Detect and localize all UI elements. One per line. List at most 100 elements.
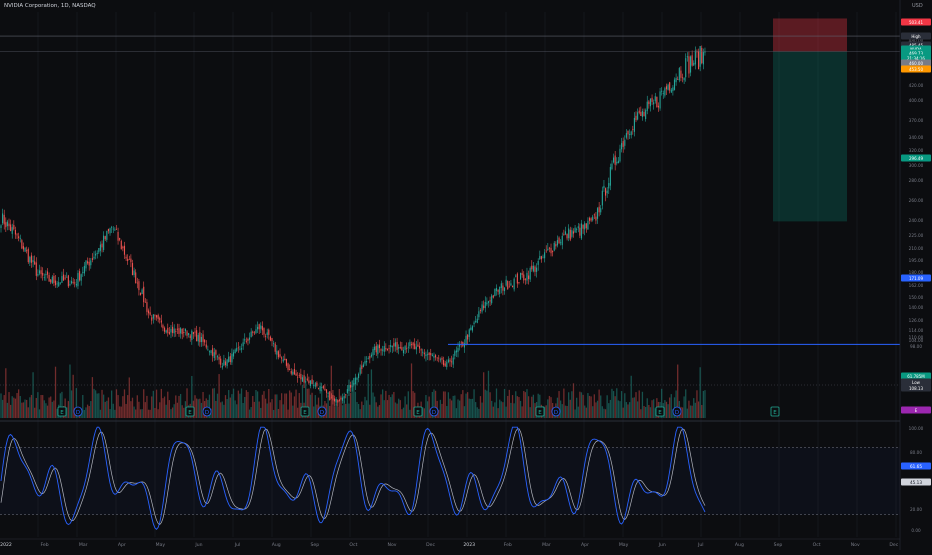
candle-body[interactable] <box>513 278 515 290</box>
candle-body[interactable] <box>410 343 413 345</box>
candle-body[interactable] <box>545 250 547 252</box>
candle-body[interactable] <box>552 251 554 253</box>
candle-body[interactable] <box>362 364 364 367</box>
candle-body[interactable] <box>637 112 639 120</box>
candle-body[interactable] <box>261 326 263 331</box>
candle-body[interactable] <box>19 238 21 240</box>
candle-body[interactable] <box>576 228 578 230</box>
price-label-tag[interactable] <box>901 65 931 73</box>
price-label-tag[interactable] <box>901 274 931 282</box>
candle-body[interactable] <box>5 222 7 228</box>
candle-body[interactable] <box>111 226 113 228</box>
candle-body[interactable] <box>531 265 533 270</box>
candle-body[interactable] <box>523 274 525 281</box>
candle-body[interactable] <box>309 380 312 386</box>
candle-body[interactable] <box>681 77 684 79</box>
candle-body[interactable] <box>90 260 92 266</box>
candle-body[interactable] <box>574 227 576 233</box>
candle-body[interactable] <box>204 339 206 343</box>
candle-body[interactable] <box>438 357 440 359</box>
candle-body[interactable] <box>691 55 693 66</box>
candle-body[interactable] <box>422 351 424 353</box>
candle-body[interactable] <box>645 110 647 119</box>
candle-body[interactable] <box>74 282 76 284</box>
candle-body[interactable] <box>435 355 437 358</box>
candle-body[interactable] <box>176 328 178 330</box>
candle-body[interactable] <box>364 360 366 364</box>
candle-body[interactable] <box>322 385 324 389</box>
candle-body[interactable] <box>699 45 701 67</box>
candle-body[interactable] <box>180 328 182 334</box>
candle-body[interactable] <box>91 258 93 260</box>
candle-body[interactable] <box>688 56 690 74</box>
price-label-tag[interactable] <box>901 154 931 162</box>
candle-body[interactable] <box>75 283 77 286</box>
candle-body[interactable] <box>386 348 389 350</box>
candle-body[interactable] <box>207 349 209 351</box>
candle-body[interactable] <box>114 229 116 231</box>
candle-body[interactable] <box>606 190 608 194</box>
price-label-tag[interactable] <box>901 32 931 40</box>
candle-body[interactable] <box>672 87 674 92</box>
candle-body[interactable] <box>558 237 560 244</box>
candle-body[interactable] <box>350 384 352 388</box>
price-candles[interactable] <box>0 45 706 407</box>
candle-body[interactable] <box>184 328 186 332</box>
candle-body[interactable] <box>268 329 270 335</box>
candle-body[interactable] <box>502 285 504 291</box>
candle-body[interactable] <box>374 346 376 351</box>
stop-loss-zone[interactable] <box>773 18 847 52</box>
candle-body[interactable] <box>353 383 355 385</box>
candle-body[interactable] <box>511 285 514 288</box>
event-marker-dividend[interactable] <box>317 406 327 417</box>
candle-body[interactable] <box>107 228 110 232</box>
candle-body[interactable] <box>356 377 358 380</box>
candle-body[interactable] <box>401 347 403 351</box>
candle-body[interactable] <box>678 68 680 81</box>
candle-body[interactable] <box>191 330 193 341</box>
candle-body[interactable] <box>412 342 414 346</box>
candle-body[interactable] <box>393 343 395 347</box>
candle-body[interactable] <box>556 240 559 246</box>
candle-body[interactable] <box>548 247 550 249</box>
candle-body[interactable] <box>10 224 12 232</box>
candle-body[interactable] <box>622 141 624 147</box>
candle-body[interactable] <box>96 252 98 254</box>
stoch-value-tag[interactable] <box>901 478 931 486</box>
candle-body[interactable] <box>537 261 539 265</box>
candle-body[interactable] <box>51 276 53 284</box>
candle-body[interactable] <box>390 345 392 347</box>
candle-body[interactable] <box>188 333 190 336</box>
candle-body[interactable] <box>194 331 196 333</box>
candle-body[interactable] <box>569 229 571 240</box>
candle-body[interactable] <box>366 361 368 363</box>
candle-body[interactable] <box>380 349 382 351</box>
candle-body[interactable] <box>250 331 252 338</box>
candle-body[interactable] <box>122 246 124 249</box>
candle-body[interactable] <box>258 324 260 330</box>
candle-body[interactable] <box>571 230 573 237</box>
candle-body[interactable] <box>471 326 474 331</box>
candle-body[interactable] <box>426 354 429 356</box>
candle-body[interactable] <box>298 375 300 377</box>
candle-body[interactable] <box>685 58 687 78</box>
stochastic-pane[interactable] <box>0 426 900 530</box>
candle-body[interactable] <box>614 155 616 165</box>
candle-body[interactable] <box>127 258 129 262</box>
candle-body[interactable] <box>178 328 180 334</box>
candle-body[interactable] <box>409 341 411 347</box>
candle-body[interactable] <box>234 349 236 354</box>
candle-body[interactable] <box>473 322 475 325</box>
candle-body[interactable] <box>210 350 212 354</box>
candle-body[interactable] <box>619 148 621 162</box>
candle-body[interactable] <box>66 276 68 278</box>
candle-body[interactable] <box>285 358 287 366</box>
candle-body[interactable] <box>99 244 101 251</box>
candle-body[interactable] <box>588 217 591 221</box>
candle-body[interactable] <box>273 343 275 345</box>
candle-body[interactable] <box>333 398 336 402</box>
candle-body[interactable] <box>260 325 262 329</box>
candle-body[interactable] <box>151 317 153 321</box>
candle-body[interactable] <box>276 350 278 355</box>
event-marker-dividend[interactable] <box>672 406 682 417</box>
